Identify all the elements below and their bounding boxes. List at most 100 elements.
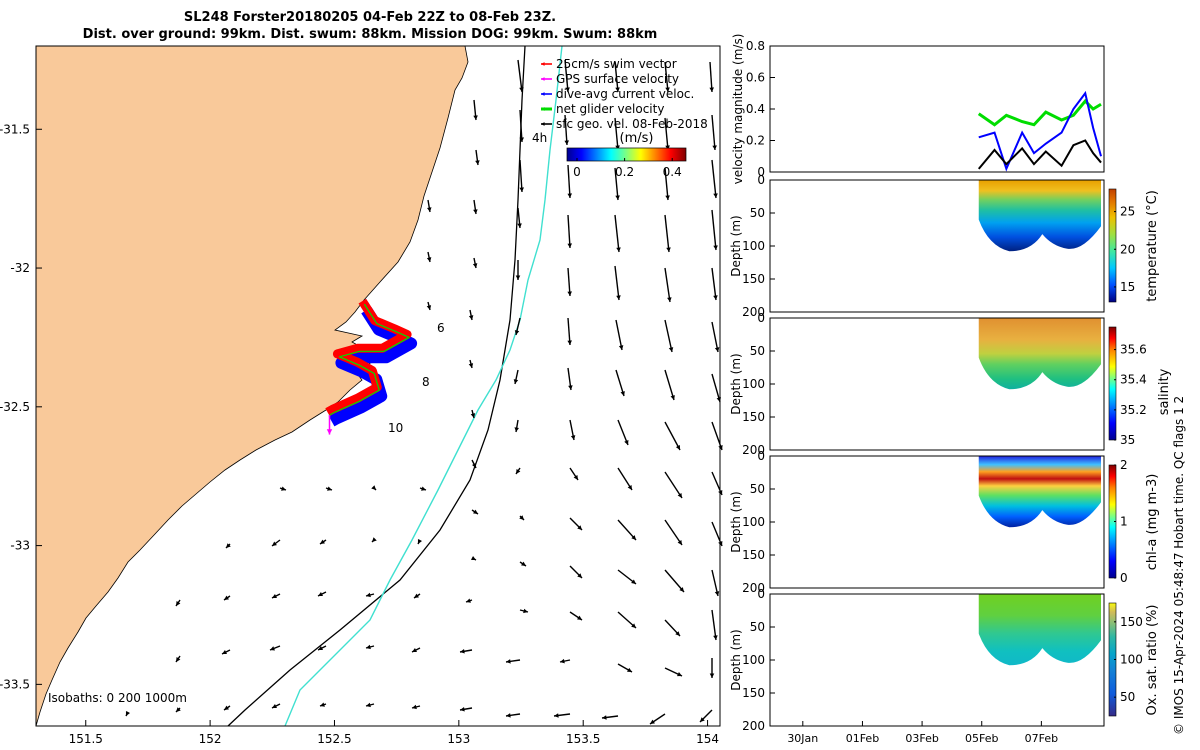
sfc-geo-vector: [472, 257, 478, 269]
sfc-geo-vector: [515, 260, 521, 280]
sfc-geo-vector: [411, 647, 421, 653]
chart-title-line1: SL248 Forster20180205 04-Feb 22Z to 08-F…: [183, 10, 557, 25]
sfc-geo-vector: [515, 467, 521, 475]
velocity-colorbar: [566, 147, 687, 162]
sfc-geo-vector: [664, 61, 670, 93]
sfc-geo-vector: [564, 59, 570, 93]
depth-tick-label: 0: [757, 587, 765, 601]
sfc-geo-vector: [475, 149, 480, 166]
sfc-geo-vector: [601, 715, 619, 720]
velocity-y-label: velocity magnitude (m/s): [731, 34, 745, 185]
isobaths-label: Isobaths: 0 200 1000m: [48, 691, 187, 705]
sfc-geo-vector: [221, 649, 231, 655]
sfc-geo-vector: [614, 265, 621, 301]
colorbar-tick-label: 1: [1120, 515, 1128, 529]
sfc-geo-vector: [664, 369, 675, 401]
section-data-area: [978, 180, 1102, 252]
sfc-geo-vector: [567, 164, 572, 199]
sfc-geo-vector: [371, 485, 377, 491]
depth-tick-label: 50: [750, 344, 765, 358]
sfc-geo-vector: [567, 214, 572, 249]
sfc-geo-vector: [569, 611, 583, 621]
depth-tick-label: 150: [742, 686, 765, 700]
sfc-geo-vector: [553, 713, 571, 718]
sfc-geo-vector: [513, 369, 519, 385]
colorbar-tick-label: 35: [1120, 433, 1135, 447]
sfc-geo-vector: [465, 598, 473, 603]
sfc-geo-vector: [473, 199, 478, 215]
sfc-geo-vector: [413, 593, 421, 599]
sfc-geo-vector: [617, 611, 637, 629]
sfc-geo-vector: [569, 565, 583, 579]
sfc-geo-vector: [617, 467, 633, 491]
depth-tick-label: 150: [742, 548, 765, 562]
velocity-y-tick-label: 0.4: [746, 102, 765, 116]
sfc-geo-vector: [271, 703, 281, 709]
map-frame: [35, 45, 721, 727]
sfc-geo-vector: [617, 419, 629, 446]
glider-track: [325, 298, 418, 435]
sfc-geo-vector: [468, 359, 474, 369]
sfc-geo-vector: [411, 704, 421, 710]
map-x-tick-label: 152.5: [317, 732, 351, 746]
time-axis-tick-label: 01Feb: [846, 732, 879, 745]
sfc-geo-vector: [319, 539, 327, 545]
sfc-geo-vector: [569, 517, 583, 531]
sfc-geo-vector: [711, 159, 718, 199]
map-y-tick-label: -31.5: [0, 122, 30, 136]
sfc-geo-vector: [711, 321, 720, 353]
sfc-geo-vector: [569, 419, 576, 441]
depth-tick-label: 200: [742, 581, 765, 595]
depth-tick-label: 100: [742, 377, 765, 391]
velocity-y-tick-label: 0.2: [746, 134, 765, 148]
depth-tick-label: 50: [750, 206, 765, 220]
sfc-geo-vector: [615, 319, 624, 351]
sfc-geo-vector: [519, 608, 529, 614]
sfc-geo-vector: [471, 459, 477, 469]
sfc-geo-vector: [664, 167, 670, 201]
sfc-geo-vector: [709, 61, 714, 93]
sfc-geo-vector: [319, 702, 327, 707]
map-y-tick-label: -33: [10, 539, 30, 553]
sfc-geo-vector: [664, 421, 681, 451]
sfc-geo-vector: [711, 609, 718, 641]
velocity-colorbar-tick-label: 0.4: [663, 165, 682, 179]
map-x-tick-label: 154: [696, 732, 719, 746]
depth-tick-label: 150: [742, 272, 765, 286]
velocity-series-line: [977, 139, 1102, 170]
sfc-geo-vector: [271, 593, 281, 599]
sfc-geo-vector: [468, 309, 474, 321]
sfc-geo-vector: [614, 214, 621, 253]
map-x-tick-label: 151.5: [69, 732, 103, 746]
sfc-geo-vector: [471, 555, 477, 561]
colorbar-tick-label: 35.4: [1120, 373, 1147, 387]
sfc-geo-vector: [649, 713, 666, 725]
sfc-geo-vector: [569, 467, 579, 481]
sfc-geo-vector: [617, 519, 637, 541]
sfc-geo-vector: [514, 317, 521, 336]
colorbar-tick-label: 20: [1120, 242, 1135, 256]
sfc-geo-vector: [125, 711, 131, 717]
sfc-geo-vector: [517, 207, 522, 229]
map-y-tick-label: -32: [10, 261, 30, 275]
sfc-geo-vector: [617, 663, 633, 673]
land-area: [35, 45, 469, 727]
velocity-colorbar-tick-label: 0: [573, 165, 581, 179]
sfc-geo-vector: [471, 509, 479, 515]
sfc-geo-vector: [567, 317, 572, 346]
sfc-geo-vector: [514, 419, 519, 433]
time-interval-label: 4h: [532, 131, 547, 145]
colorbar-label: Ox. sat. ratio (%): [1145, 605, 1160, 716]
sfc-geo-vector: [567, 367, 573, 391]
time-axis-tick-label: 03Feb: [905, 732, 938, 745]
sfc-geo-vector: [711, 209, 718, 251]
sfc-geo-vector: [699, 709, 713, 723]
depth-tick-label: 0: [757, 449, 765, 463]
colorbar-label: salinity: [1157, 368, 1172, 415]
sfc-geo-vector: [325, 486, 333, 491]
section-panel: 0 50 100 150 200 Depth (m) 15 20 25 temperature (…: [729, 173, 1160, 319]
depth-tick-label: 0: [757, 311, 765, 325]
section-data-area: [978, 456, 1102, 528]
depth-tick-label: 100: [742, 239, 765, 253]
